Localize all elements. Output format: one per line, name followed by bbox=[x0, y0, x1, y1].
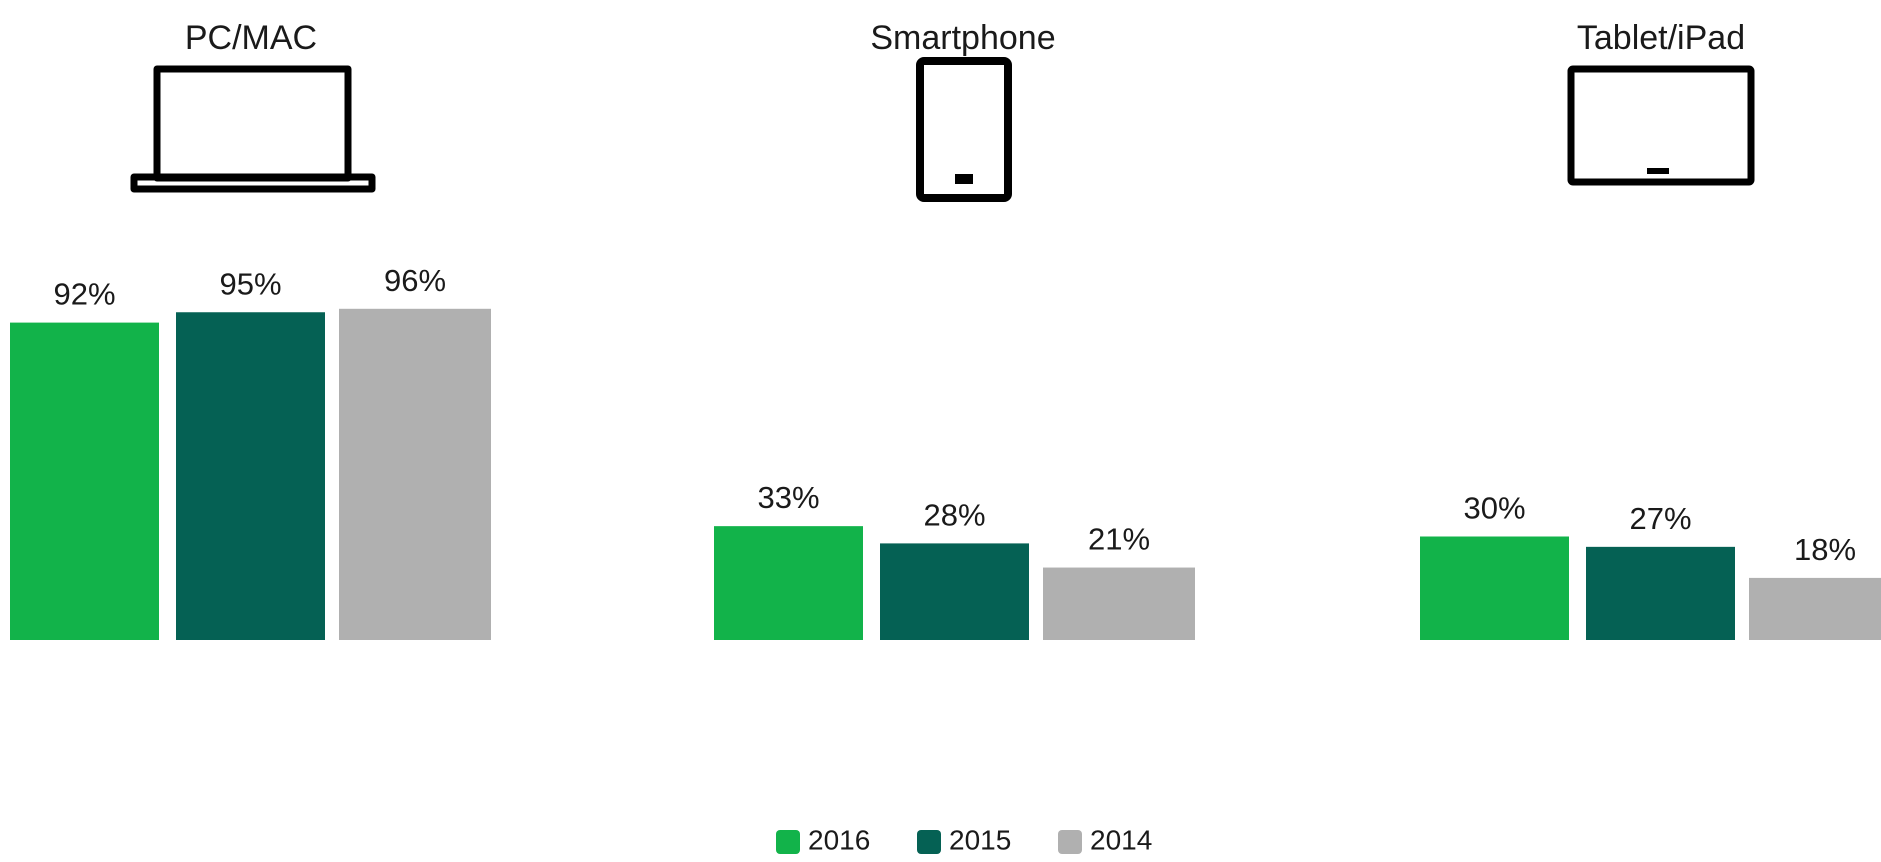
data-label: 30% bbox=[1463, 491, 1525, 526]
data-label: 33% bbox=[757, 480, 819, 515]
legend-label: 2014 bbox=[1090, 824, 1152, 855]
legend-swatch bbox=[1058, 830, 1082, 854]
legend-swatch bbox=[776, 830, 800, 854]
chart-legend: 2016 2015 2014 bbox=[776, 824, 1152, 855]
smartphone-icon bbox=[916, 57, 1012, 202]
data-label: 96% bbox=[384, 263, 446, 298]
data-label: 18% bbox=[1794, 532, 1856, 567]
bar-2015-pc-mac bbox=[176, 312, 325, 640]
bar-2014-smartphone bbox=[1043, 567, 1195, 640]
category-label: PC/MAC bbox=[185, 19, 317, 57]
legend-swatch bbox=[917, 830, 941, 854]
data-label: 28% bbox=[923, 497, 985, 532]
data-label: 95% bbox=[219, 266, 281, 301]
tablet-icon bbox=[1567, 65, 1755, 186]
bar-2014-tablet-ipad bbox=[1749, 577, 1881, 640]
data-label: 21% bbox=[1088, 522, 1150, 557]
legend-label: 2016 bbox=[808, 824, 870, 855]
bar-2016-pc-mac bbox=[10, 322, 159, 640]
laptop-icon bbox=[130, 65, 376, 193]
bar-2015-tablet-ipad bbox=[1586, 546, 1735, 640]
category-label: Smartphone bbox=[870, 19, 1055, 57]
bar-2014-pc-mac bbox=[339, 308, 491, 640]
category-label: Tablet/iPad bbox=[1577, 19, 1745, 57]
data-label: 92% bbox=[53, 277, 115, 312]
legend-label: 2015 bbox=[949, 824, 1011, 855]
bar-2015-smartphone bbox=[880, 543, 1029, 640]
bar-2016-tablet-ipad bbox=[1420, 536, 1569, 640]
bar-2016-smartphone bbox=[714, 526, 863, 640]
data-label: 27% bbox=[1629, 501, 1691, 536]
